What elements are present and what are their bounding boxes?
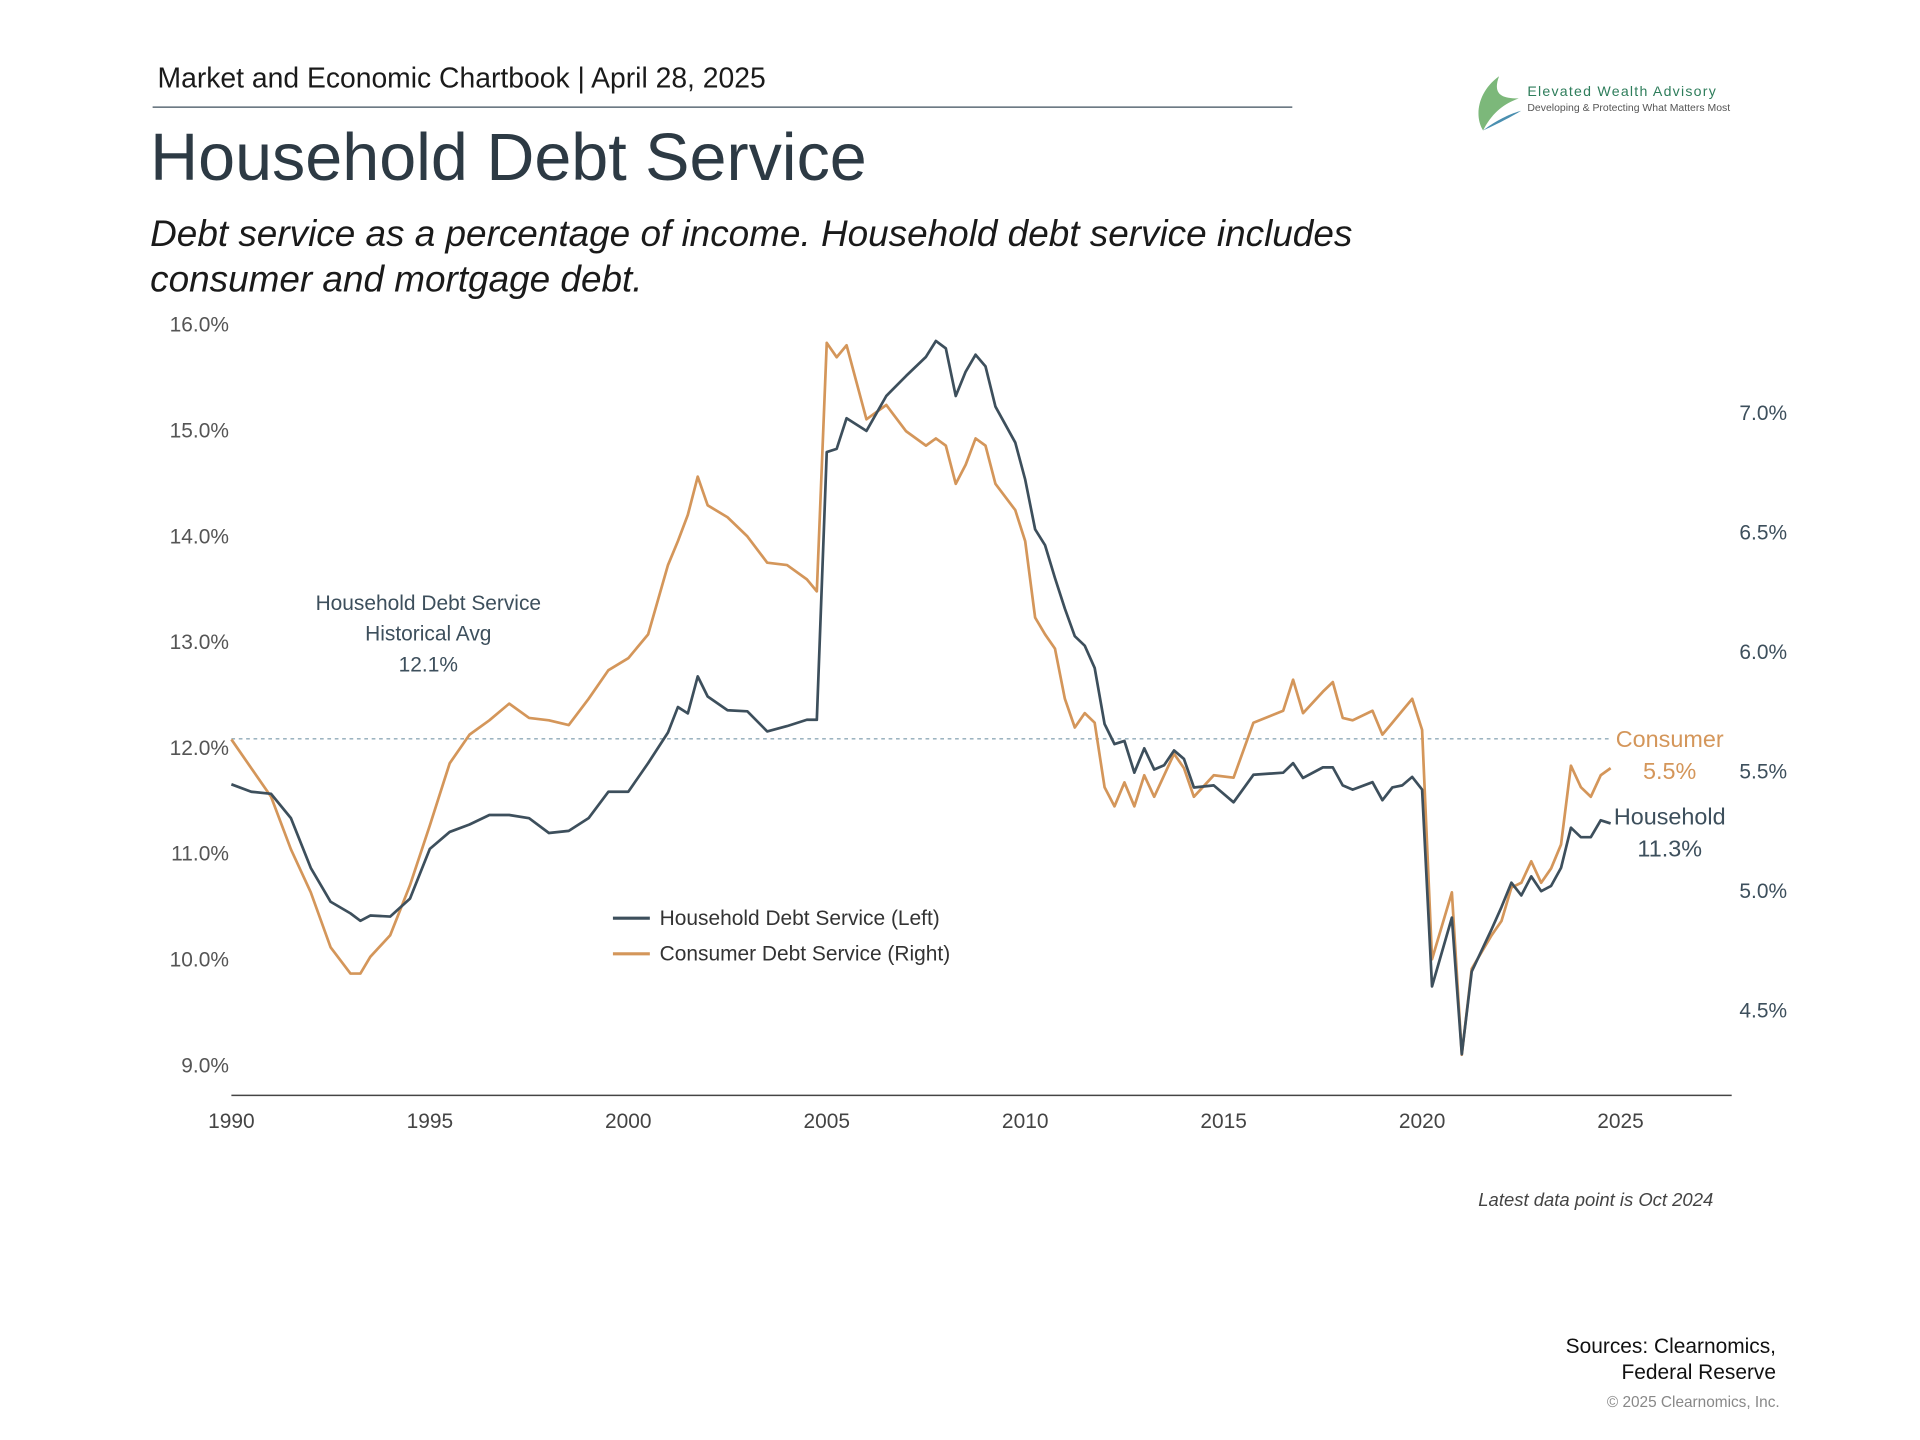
x-tick-label: 2000 (605, 1110, 652, 1133)
y2-tick-label: 6.5% (1739, 522, 1787, 545)
y2-tick-label: 5.0% (1739, 880, 1787, 903)
end-label: Consumer (1616, 726, 1724, 752)
reference-text: Household Debt Service (316, 592, 541, 615)
end-value-label: 11.3% (1637, 836, 1702, 862)
subtitle: consumer and mortgage debt. (150, 259, 642, 300)
y2-tick-label: 6.0% (1739, 641, 1787, 664)
copyright: © 2025 Clearnomics, Inc. (1607, 1394, 1780, 1411)
x-tick-label: 2025 (1597, 1110, 1644, 1133)
y-tick-label: 16.0% (170, 314, 229, 337)
x-tick-label: 1995 (407, 1110, 454, 1133)
note: Latest data point is Oct 2024 (1478, 1189, 1713, 1210)
y-tick-label: 9.0% (181, 1054, 229, 1077)
sources: Federal Reserve (1621, 1361, 1776, 1384)
end-value-label: 5.5% (1643, 758, 1696, 784)
series-line (230, 341, 1612, 1057)
legend-label: Household Debt Service (Left) (660, 907, 940, 930)
logo-leaf (1478, 76, 1519, 131)
y-tick-label: 14.0% (170, 525, 229, 548)
subtitle: Debt service as a percentage of income. … (150, 213, 1352, 254)
sources: Sources: Clearnomics, (1566, 1335, 1776, 1358)
reference-label: 12.1% (399, 653, 458, 676)
series-line (230, 339, 1612, 1056)
y2-tick-label: 4.5% (1739, 999, 1787, 1022)
y-tick-label: 15.0% (170, 419, 229, 442)
logo-name: Elevated Wealth Advisory (1527, 83, 1717, 99)
y-tick-label: 13.0% (170, 631, 229, 654)
y2-tick-label: 7.0% (1739, 402, 1787, 425)
logo-swoosh (1483, 110, 1522, 131)
x-tick-label: 2015 (1200, 1110, 1247, 1133)
y-tick-label: 10.0% (170, 949, 229, 972)
x-tick-label: 2005 (803, 1110, 850, 1133)
logo-tagline: Developing & Protecting What Matters Mos… (1527, 103, 1730, 114)
logo: Elevated Wealth Advisory Developing & Pr… (1478, 76, 1730, 131)
title: Household Debt Service (150, 121, 867, 195)
x-tick-label: 2010 (1002, 1110, 1049, 1133)
y-tick-label: 12.0% (170, 737, 229, 760)
legend-label: Consumer Debt Service (Right) (660, 943, 950, 966)
reference-text: Historical Avg (365, 623, 491, 646)
y-tick-label: 11.0% (171, 843, 229, 866)
y2-tick-label: 5.5% (1739, 760, 1787, 783)
end-label: Household (1614, 804, 1726, 830)
header: Market and Economic Chartbook | April 28… (158, 61, 766, 93)
x-tick-label: 1990 (208, 1110, 255, 1133)
x-tick-label: 2020 (1399, 1110, 1446, 1133)
